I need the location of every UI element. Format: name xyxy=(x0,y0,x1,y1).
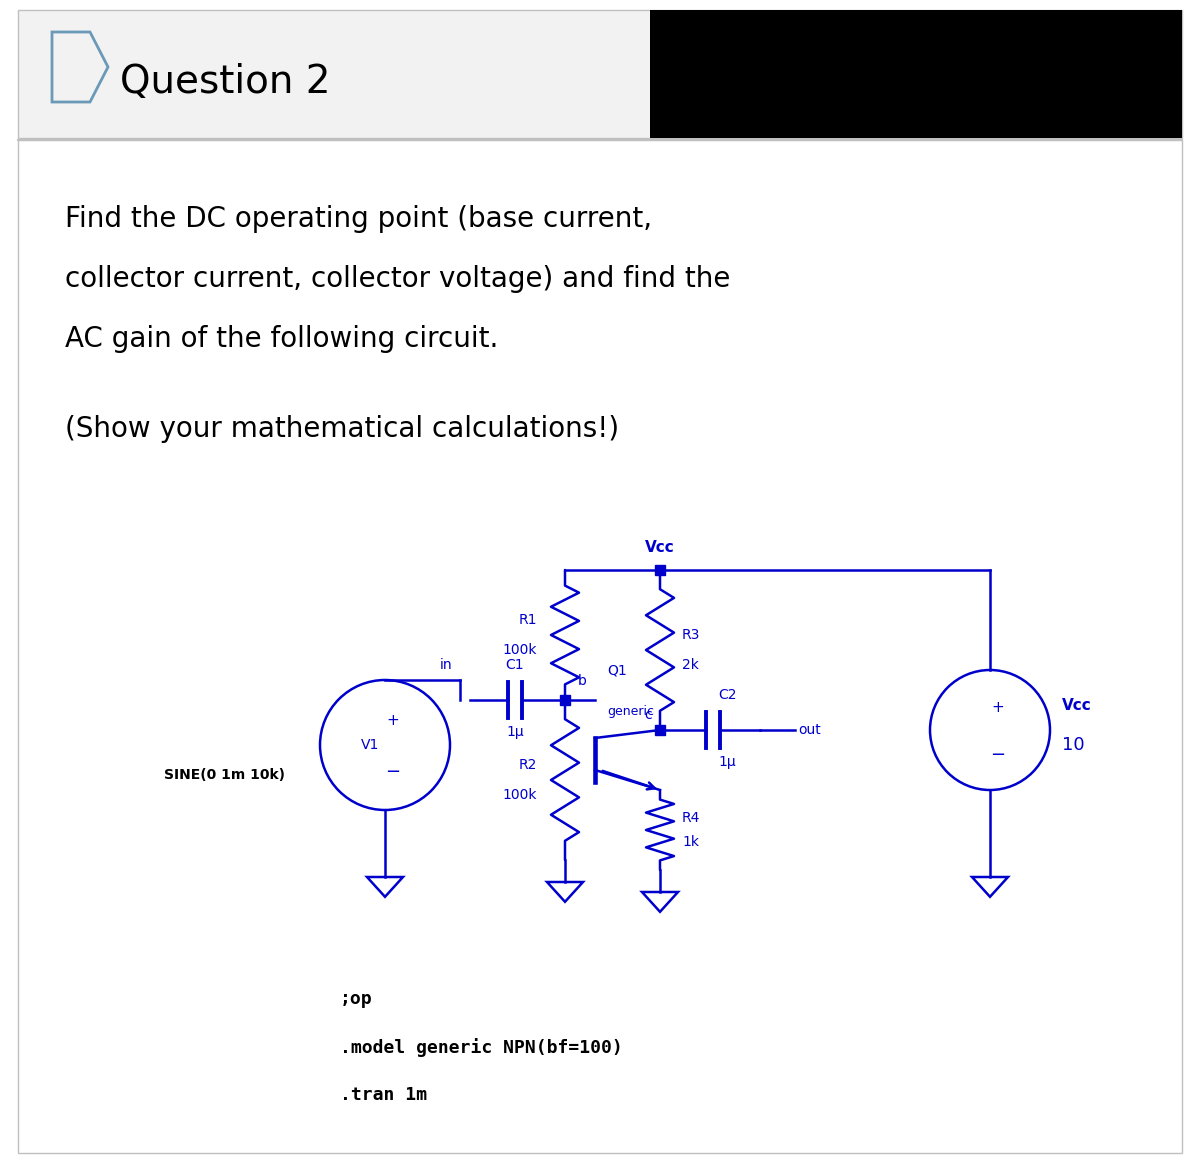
Bar xyxy=(18,140,1182,1153)
Text: Vcc: Vcc xyxy=(646,540,674,555)
Text: 1k: 1k xyxy=(682,835,698,849)
Text: Q1: Q1 xyxy=(607,663,626,677)
Bar xyxy=(18,10,1182,138)
Text: SINE(0 1m 10k): SINE(0 1m 10k) xyxy=(164,767,286,783)
Text: Vcc: Vcc xyxy=(1062,698,1092,713)
Text: generic: generic xyxy=(607,705,654,717)
Bar xyxy=(650,10,1182,138)
Text: ;op: ;op xyxy=(340,990,373,1008)
Text: (Show your mathematical calculations!): (Show your mathematical calculations!) xyxy=(65,414,619,444)
Text: −: − xyxy=(990,747,1006,764)
Text: c: c xyxy=(644,708,652,722)
Text: collector current, collector voltage) and find the: collector current, collector voltage) an… xyxy=(65,265,731,293)
Text: .tran 1m: .tran 1m xyxy=(340,1086,427,1104)
Text: +: + xyxy=(991,700,1004,715)
Text: AC gain of the following circuit.: AC gain of the following circuit. xyxy=(65,325,498,353)
Text: 100k: 100k xyxy=(503,643,538,657)
Text: 100k: 100k xyxy=(503,788,538,802)
Text: 2k: 2k xyxy=(682,658,698,672)
Text: −: − xyxy=(385,763,401,781)
Text: R1: R1 xyxy=(518,613,538,627)
Text: 1μ: 1μ xyxy=(506,724,524,740)
Text: in: in xyxy=(439,658,452,672)
Text: R2: R2 xyxy=(518,758,538,772)
Text: 1μ: 1μ xyxy=(719,755,737,769)
Text: R4: R4 xyxy=(682,812,701,825)
Text: out: out xyxy=(798,723,821,737)
Text: C1: C1 xyxy=(505,658,524,672)
Text: Find the DC operating point (base current,: Find the DC operating point (base curren… xyxy=(65,205,652,233)
Text: 10: 10 xyxy=(1062,736,1085,753)
Text: C2: C2 xyxy=(719,688,737,702)
Text: R3: R3 xyxy=(682,628,701,642)
Text: V1: V1 xyxy=(361,738,379,752)
Text: b: b xyxy=(578,675,587,688)
Text: .model generic NPN(bf=100): .model generic NPN(bf=100) xyxy=(340,1038,623,1057)
Text: +: + xyxy=(386,713,400,728)
Text: Question 2: Question 2 xyxy=(120,63,330,101)
